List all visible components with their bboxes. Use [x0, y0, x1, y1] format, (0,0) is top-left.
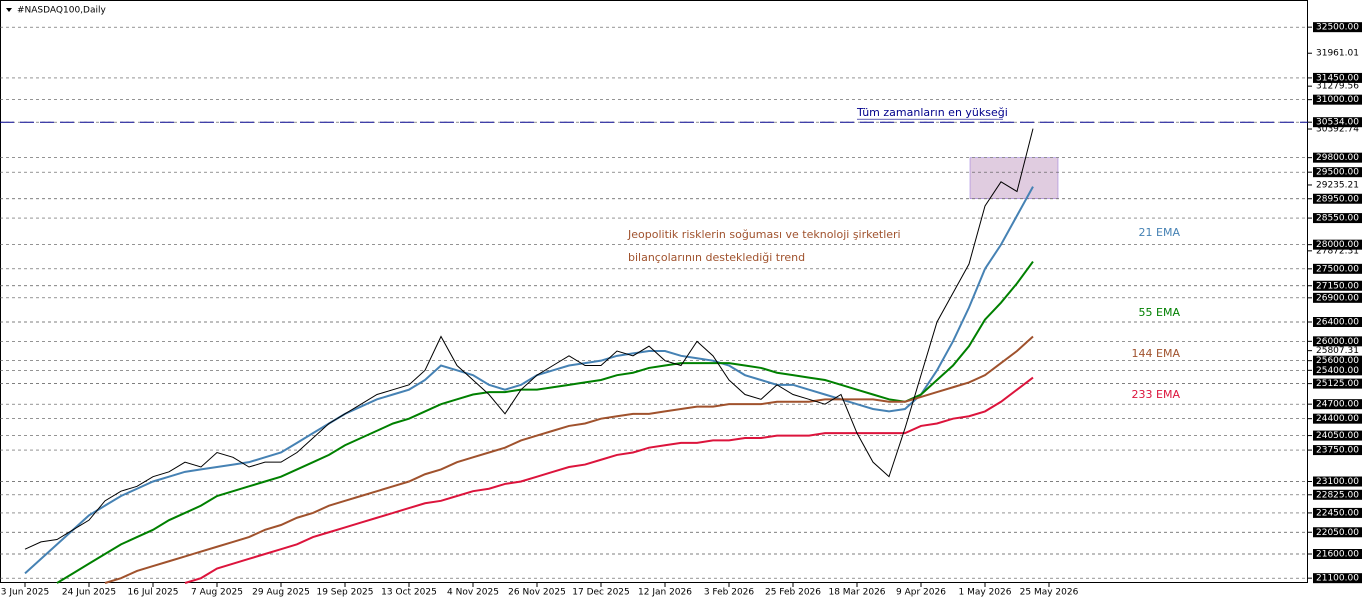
series-label: 233 EMA: [1132, 388, 1181, 401]
y-tick-label: 29235.21: [1316, 180, 1359, 190]
y-tick-label: 30392.74: [1316, 125, 1359, 135]
x-tick-label: 12 Jan 2026: [638, 588, 692, 598]
y-tick-label: 24050.00: [1316, 431, 1359, 441]
x-tick-label: 1 May 2026: [959, 588, 1012, 598]
x-tick-label: 25 Feb 2026: [765, 588, 821, 598]
y-tick-bg: [1313, 94, 1362, 105]
y-tick-label: 32500.00: [1316, 23, 1359, 33]
y-tick-label: 31279.56: [1316, 82, 1359, 92]
y-tick-label: 26900.00: [1316, 293, 1359, 303]
x-tick-label: 26 Nov 2025: [508, 588, 566, 598]
y-tick-bg: [1313, 399, 1362, 410]
annotation: Tüm zamanların en yükseği: [856, 106, 1008, 119]
y-tick-bg: [1313, 336, 1362, 347]
y-tick-label: 22825.00: [1316, 490, 1359, 500]
x-tick-label: 24 Jun 2025: [62, 588, 116, 598]
x-tick-label: 9 Apr 2026: [896, 588, 946, 598]
y-tick-label: 29800.00: [1316, 153, 1359, 163]
y-tick-label: 28000.00: [1316, 240, 1359, 250]
y-tick-label: 27150.00: [1316, 281, 1359, 291]
y-tick-label: 31961.01: [1316, 49, 1359, 59]
y-tick-bg: [1313, 292, 1362, 303]
x-tick-label: 29 Aug 2025: [252, 588, 310, 598]
x-tick-label: 4 Nov 2025: [447, 588, 499, 598]
y-tick-bg: [1313, 152, 1362, 163]
y-tick-label: 31450.00: [1316, 73, 1359, 83]
x-tick-label: 13 Oct 2025: [381, 588, 437, 598]
y-tick-bg: [1313, 167, 1362, 178]
y-tick-label: 28550.00: [1316, 214, 1359, 224]
y-tick-label: 23100.00: [1316, 477, 1359, 487]
y-tick-label: 26000.00: [1316, 337, 1359, 347]
y-tick-label: 28950.00: [1316, 194, 1359, 204]
y-tick-label: 25400.00: [1316, 366, 1359, 376]
x-tick-label: 3 Feb 2026: [704, 588, 755, 598]
y-tick-bg: [1313, 527, 1362, 538]
y-tick-label: 27872.31: [1316, 246, 1359, 256]
y-tick-label: 21100.00: [1316, 574, 1359, 584]
series-label: 144 EMA: [1132, 347, 1181, 360]
y-tick-bg: [1313, 573, 1362, 584]
y-tick-label: 26400.00: [1316, 318, 1359, 328]
y-tick-bg: [1313, 72, 1362, 83]
annotation: bilançolarının desteklediği trend: [628, 251, 805, 264]
y-tick-label: 27500.00: [1316, 264, 1359, 274]
y-tick-bg: [1313, 430, 1362, 441]
series-label: 21 EMA: [1139, 226, 1181, 239]
y-tick-bg: [1313, 280, 1362, 291]
chart-title: #NASDAQ100,Daily: [17, 6, 106, 16]
annotation: Jeopolitik risklerin soğuması ve teknolo…: [627, 228, 901, 241]
menu-arrow[interactable]: [6, 8, 12, 12]
x-tick-label: 25 May 2026: [1020, 588, 1079, 598]
y-tick-label: 25600.00: [1316, 356, 1359, 366]
x-tick-label: 3 Jun 2025: [1, 588, 49, 598]
highlight-zone: [969, 157, 1059, 200]
y-tick-bg: [1313, 507, 1362, 518]
y-tick-bg: [1313, 239, 1362, 250]
y-tick-label: 21600.00: [1316, 550, 1359, 560]
x-tick-label: 18 Mar 2026: [828, 588, 885, 598]
y-tick-bg: [1313, 549, 1362, 559]
y-tick-bg: [1313, 317, 1362, 327]
y-tick-label: 24700.00: [1316, 400, 1359, 410]
y-tick-bg: [1313, 489, 1362, 500]
y-tick-bg: [1313, 22, 1362, 33]
y-tick-label: 23750.00: [1316, 446, 1359, 456]
y-tick-bg: [1313, 355, 1362, 366]
y-tick-label: 24400.00: [1316, 414, 1359, 424]
y-tick-bg: [1313, 378, 1362, 389]
plot-frame: [0, 0, 1308, 583]
price-line: [24, 128, 1034, 550]
ema-line: [56, 260, 1034, 584]
y-tick-label: 29500.00: [1316, 168, 1359, 178]
ema-line: [24, 186, 1034, 575]
ema-line: [184, 376, 1034, 584]
y-tick-label: 31000.00: [1316, 95, 1359, 105]
series-label: 55 EMA: [1139, 306, 1181, 319]
x-tick-label: 7 Aug 2025: [191, 588, 243, 598]
ema-line: [104, 335, 1034, 584]
x-tick-label: 16 Jul 2025: [128, 588, 179, 598]
y-tick-bg: [1313, 117, 1362, 128]
y-tick-bg: [1313, 213, 1362, 224]
y-tick-bg: [1313, 445, 1362, 456]
y-tick-label: 25807.31: [1316, 346, 1359, 356]
x-tick-label: 17 Dec 2025: [572, 588, 630, 598]
y-tick-bg: [1313, 365, 1362, 376]
y-tick-label: 22050.00: [1316, 528, 1359, 538]
y-tick-label: 25125.00: [1316, 379, 1359, 389]
y-tick-label: 22450.00: [1316, 508, 1359, 518]
y-tick-bg: [1313, 263, 1362, 274]
x-tick-label: 19 Sep 2025: [316, 588, 373, 598]
y-tick-bg: [1313, 413, 1362, 424]
y-tick-bg: [1313, 193, 1362, 204]
y-tick-bg: [1313, 476, 1362, 487]
y-tick-label: 30534.00: [1316, 118, 1359, 128]
